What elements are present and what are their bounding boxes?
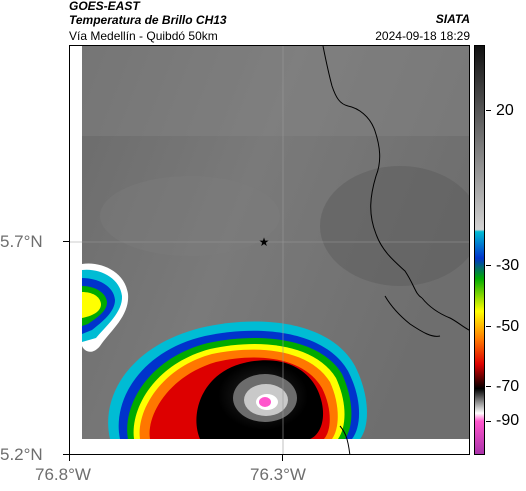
colorbar-tick-minus90 <box>486 421 491 422</box>
x-tick-76.8W <box>69 455 70 461</box>
satellite-title: GOES-EAST <box>69 0 140 13</box>
upper-cloud-band <box>70 46 469 136</box>
colorbar-label-minus50: -50 <box>496 318 520 335</box>
border-line-branch <box>384 295 441 337</box>
x-label-76.8W: 76.8°W <box>35 465 91 484</box>
colorbar-tick-minus30 <box>486 265 491 266</box>
colorbar-label-minus30: -30 <box>496 257 520 274</box>
datetime-label: 2024-09-18 18:29 <box>375 29 470 43</box>
colorbar-tick-20 <box>486 110 491 111</box>
storm-cell <box>108 321 367 439</box>
colorbar-gradient <box>475 46 484 454</box>
colorbar-label-minus90: -90 <box>496 412 520 429</box>
y-label-5.7N: 5.7°N <box>0 232 43 251</box>
border-line-east-2 <box>421 297 469 331</box>
no-data-strip-left <box>70 46 82 454</box>
border-line-east <box>322 46 423 299</box>
colorbar-tick-minus70 <box>486 386 491 387</box>
x-label-76.3W: 76.3°W <box>250 465 306 484</box>
region-subtitle: Vía Medellín - Quibdó 50km <box>69 29 218 43</box>
left-convective-cell <box>82 263 129 352</box>
source-label: SIATA <box>435 12 470 26</box>
colorbar <box>474 45 485 455</box>
light-cloud-patch <box>100 176 280 256</box>
map-canvas: ★ <box>70 46 469 454</box>
dark-cloud-patch <box>320 166 469 286</box>
product-title: Temperatura de Brillo CH13 <box>69 13 227 27</box>
y-label-5.2N: 5.2°N <box>0 445 43 464</box>
colorbar-label-20: 20 <box>496 102 514 119</box>
y-tick-5.7N <box>63 241 69 242</box>
star-marker[interactable]: ★ <box>259 235 270 249</box>
x-tick-76.3W <box>282 455 283 461</box>
colorbar-label-minus70: -70 <box>496 378 520 395</box>
brightness-temperature-map[interactable]: ★ <box>69 45 470 455</box>
no-data-strip <box>70 439 469 454</box>
y-tick-5.2N <box>63 454 69 455</box>
colorbar-tick-minus50 <box>486 326 491 327</box>
border-line-south <box>339 425 351 454</box>
